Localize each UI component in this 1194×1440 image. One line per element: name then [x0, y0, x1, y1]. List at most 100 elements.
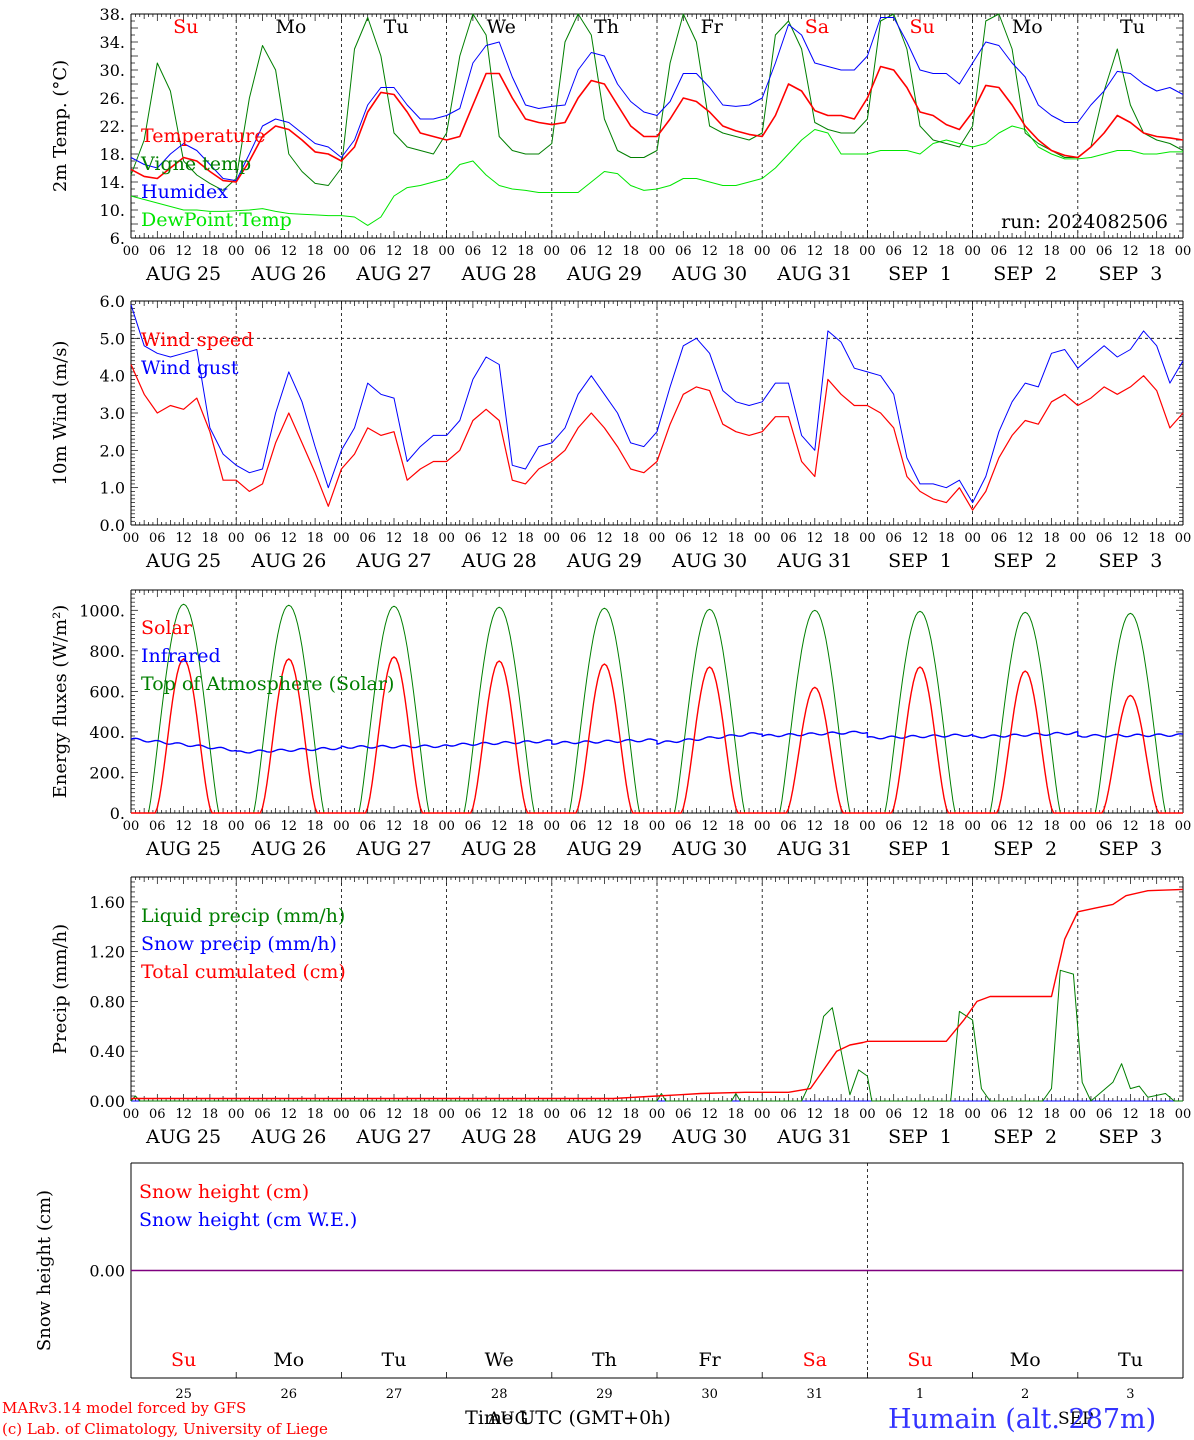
hour-tick-label: 00 — [333, 531, 350, 546]
hour-tick-label: 18 — [202, 819, 219, 834]
hour-tick-label: 00 — [228, 1107, 245, 1122]
hour-tick-label: 12 — [491, 531, 508, 546]
y-tick-label: 3.0 — [100, 404, 125, 423]
hour-tick-label: 00 — [649, 244, 666, 259]
y-tick-label: 0.00 — [89, 1262, 125, 1281]
hour-tick-label: 00 — [754, 531, 771, 546]
y-tick-label: 0.80 — [89, 992, 125, 1011]
weekday-label: We — [485, 1349, 514, 1371]
hour-tick-label: 18 — [412, 1107, 429, 1122]
hour-tick-label: 12 — [912, 819, 929, 834]
hour-tick-label: 18 — [1148, 531, 1165, 546]
series-temperature — [130, 65, 1184, 183]
hour-tick-label: 06 — [570, 244, 587, 259]
snow-panel: 0.00 Snow height (cm) Snow height (cm) Snow… — [34, 1162, 1184, 1402]
hour-tick-label: 06 — [359, 1107, 376, 1122]
date-label: AUG 31 — [776, 838, 852, 860]
hour-tick-label: 12 — [281, 531, 298, 546]
date-label: AUG 27 — [355, 1126, 431, 1148]
hour-tick-label: 00 — [228, 531, 245, 546]
day-number: 25 — [175, 1387, 192, 1402]
y-tick-label: 1.60 — [89, 893, 125, 912]
hour-tick-label: 06 — [675, 819, 692, 834]
y-tick-label: 18. — [100, 145, 125, 164]
hour-tick-label: 18 — [833, 531, 850, 546]
date-label: AUG 30 — [671, 838, 747, 860]
weekday-label: Tu — [1118, 1349, 1143, 1371]
hour-tick-label: 00 — [438, 1107, 455, 1122]
hour-tick-label: 18 — [1043, 1107, 1060, 1122]
hour-tick-label: 12 — [386, 531, 403, 546]
y-tick-label: 30. — [100, 61, 125, 80]
y-tick-label: 5.0 — [100, 329, 125, 348]
hour-tick-label: 06 — [254, 819, 271, 834]
hour-tick-label: 18 — [622, 244, 639, 259]
series-solar — [131, 656, 1183, 814]
date-label: SEP 1 — [888, 550, 952, 572]
model-credit: MARv3.14 model forced by GFS — [2, 1399, 246, 1417]
y-tick-label: 34. — [100, 33, 125, 52]
hour-tick-label: 12 — [807, 244, 824, 259]
day-number: 29 — [596, 1387, 613, 1402]
hour-tick-label: 18 — [202, 244, 219, 259]
y-tick-label: 38. — [100, 5, 125, 24]
hour-tick-label: 00 — [649, 1107, 666, 1122]
hour-tick-label: 12 — [1122, 531, 1139, 546]
y-tick-label: 1.0 — [100, 479, 125, 498]
day-number: 30 — [701, 1387, 718, 1402]
hour-tick-label: 00 — [754, 1107, 771, 1122]
hour-tick-label: 06 — [991, 1107, 1008, 1122]
date-label: SEP 3 — [1098, 263, 1162, 285]
legend-entry: Temperature — [141, 125, 265, 147]
hour-tick-label: 06 — [991, 819, 1008, 834]
date-label: AUG 27 — [355, 263, 431, 285]
hour-tick-label: 18 — [938, 1107, 955, 1122]
hour-tick-label: 18 — [728, 819, 745, 834]
hour-tick-label: 18 — [517, 244, 534, 259]
weekday-label: Fr — [698, 1349, 721, 1371]
y-tick-label: 0.0 — [100, 516, 125, 535]
hour-tick-label: 00 — [859, 819, 876, 834]
legend-entry: Snow height (cm W.E.) — [139, 1209, 357, 1231]
hour-tick-label: 18 — [307, 819, 324, 834]
hour-tick-label: 00 — [228, 244, 245, 259]
hour-tick-label: 18 — [517, 819, 534, 834]
date-label: AUG 28 — [461, 263, 537, 285]
hour-tick-label: 00 — [649, 819, 666, 834]
legend-entry: Snow height (cm) — [139, 1181, 309, 1203]
hour-tick-label: 00 — [859, 244, 876, 259]
hour-tick-label: 00 — [123, 244, 140, 259]
y-axis-label: Snow height (cm) — [34, 1190, 55, 1351]
hour-tick-label: 18 — [1148, 819, 1165, 834]
hour-tick-label: 06 — [991, 244, 1008, 259]
hour-tick-label: 06 — [780, 531, 797, 546]
hour-tick-label: 12 — [1122, 1107, 1139, 1122]
date-label: AUG 29 — [566, 550, 642, 572]
hour-tick-label: 06 — [254, 244, 271, 259]
weekday-label: Th — [594, 16, 619, 38]
hour-tick-label: 00 — [1175, 531, 1192, 546]
legend-entry: Infrared — [141, 645, 221, 667]
hour-tick-label: 06 — [675, 244, 692, 259]
series-liquid-precip-mm-h- — [130, 969, 1183, 1102]
hour-tick-label: 12 — [912, 244, 929, 259]
hour-tick-label: 00 — [544, 1107, 561, 1122]
hour-tick-label: 12 — [701, 1107, 718, 1122]
series-dewpoint-temp — [130, 125, 1183, 226]
chart-panels: 6.10.14.18.22.26.30.34.38.2m Temp. (°C)0… — [34, 5, 1191, 1402]
hour-tick-label: 00 — [333, 1107, 350, 1122]
hour-tick-label: 18 — [1043, 531, 1060, 546]
hour-tick-label: 00 — [228, 819, 245, 834]
date-label: AUG 30 — [671, 1126, 747, 1148]
series-humidex — [130, 17, 1184, 182]
date-label: AUG 25 — [145, 263, 221, 285]
weekday-label: Mo — [275, 16, 306, 38]
hour-tick-label: 00 — [333, 819, 350, 834]
hour-tick-label: 18 — [833, 244, 850, 259]
hour-tick-label: 00 — [1070, 244, 1087, 259]
date-label: AUG 30 — [671, 263, 747, 285]
hour-tick-label: 06 — [359, 244, 376, 259]
hour-tick-label: 12 — [175, 531, 192, 546]
hour-tick-label: 18 — [938, 244, 955, 259]
